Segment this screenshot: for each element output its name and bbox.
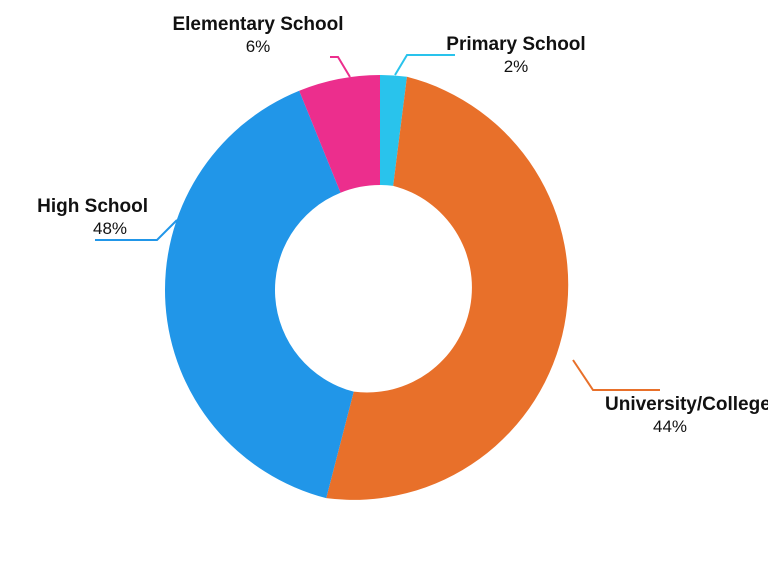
label-elementary-pct: 6%: [246, 37, 271, 56]
label-university-title: University/College: [605, 394, 768, 415]
leader-university: [573, 360, 660, 390]
label-high-pct: 48%: [93, 219, 127, 238]
label-primary-title: Primary School: [446, 34, 585, 55]
label-high-title: High School: [37, 196, 148, 217]
leader-primary: [395, 55, 455, 75]
donut-svg: Primary School 2% University/College 44%…: [0, 0, 768, 563]
leader-elementary: [330, 57, 350, 77]
donut-chart: Primary School 2% University/College 44%…: [0, 0, 768, 563]
label-elementary-title: Elementary School: [172, 14, 343, 35]
label-university-pct: 44%: [653, 417, 687, 436]
label-primary-pct: 2%: [504, 57, 529, 76]
